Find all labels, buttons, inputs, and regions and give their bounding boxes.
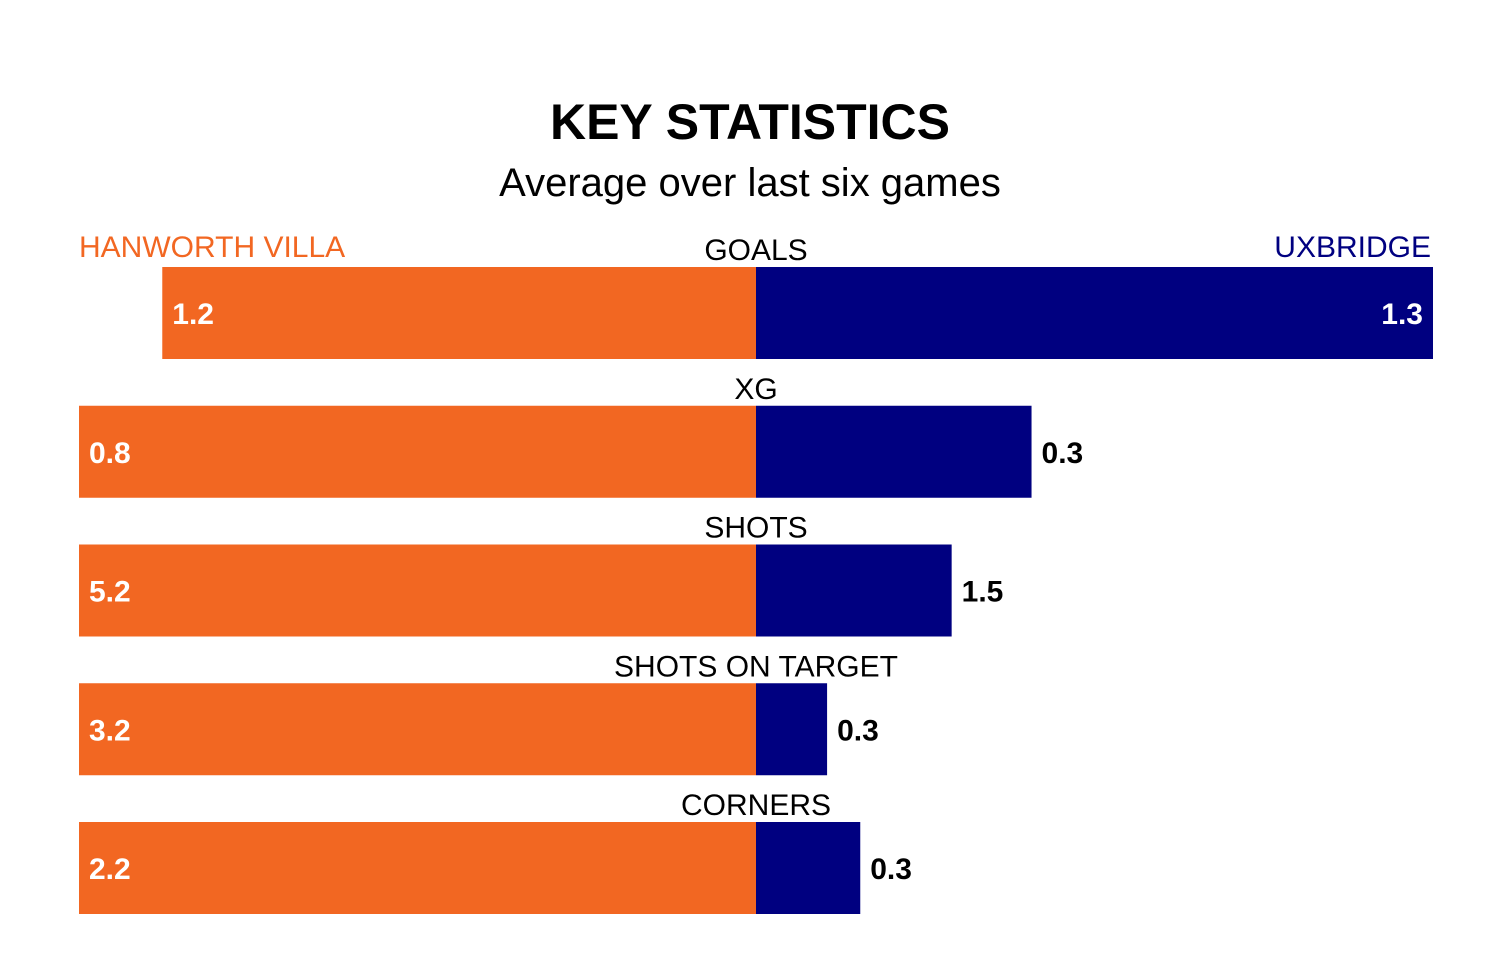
legend-home-team: HANWORTH VILLA xyxy=(79,231,346,264)
value-label-away-xg: 0.3 xyxy=(1042,437,1084,470)
bar-away-xg xyxy=(756,405,1032,498)
bar-home-shots-on-target xyxy=(79,683,756,776)
value-label-home-shots: 5.2 xyxy=(89,576,131,609)
bar-home-corners xyxy=(79,822,756,914)
value-label-home-shots-on-target: 3.2 xyxy=(89,714,131,747)
category-label-shots: SHOTS xyxy=(704,512,807,545)
category-label-shots-on-target: SHOTS ON TARGET xyxy=(614,650,898,683)
chart-title: KEY STATISTICS xyxy=(549,94,951,150)
value-label-away-shots-on-target: 0.3 xyxy=(837,714,879,747)
bar-away-shots xyxy=(756,544,952,637)
bar-away-shots-on-target xyxy=(756,683,828,776)
bar-away-corners xyxy=(756,822,861,914)
value-label-home-xg: 0.8 xyxy=(89,437,131,470)
bar-home-xg xyxy=(79,405,756,498)
value-label-away-goals: 1.3 xyxy=(1381,298,1423,331)
chart-subtitle: Average over last six games xyxy=(499,161,1001,205)
bar-away-goals xyxy=(756,267,1433,359)
legend-away-team: UXBRIDGE xyxy=(1274,231,1431,264)
value-label-home-corners: 2.2 xyxy=(89,853,131,886)
category-label-xg: XG xyxy=(734,373,777,406)
category-label-goals: GOALS xyxy=(704,234,807,267)
value-label-away-shots: 1.5 xyxy=(962,576,1004,609)
bar-home-shots xyxy=(79,544,756,637)
value-label-away-corners: 0.3 xyxy=(870,853,912,886)
category-label-corners: CORNERS xyxy=(681,789,831,822)
value-label-home-goals: 1.2 xyxy=(172,298,214,331)
bar-home-goals xyxy=(162,267,756,359)
